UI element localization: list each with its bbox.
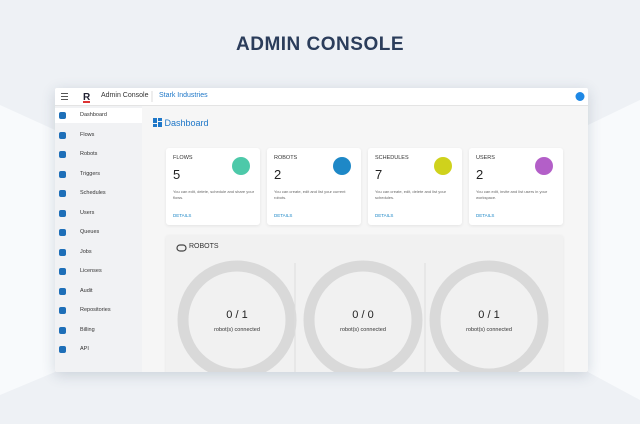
sidebar-item[interactable]: Triggers — [55, 167, 142, 182]
card-value: 2 — [476, 167, 484, 182]
sidebar: Dashboard Flows Robots Triggers Schedules Use… — [55, 106, 142, 372]
item-label: Queues — [80, 229, 100, 235]
item-icon — [59, 307, 66, 314]
card-icon — [535, 157, 553, 175]
app-window: R Admin Console Stark Industries Dashboa… — [55, 88, 588, 372]
card-title: SCHEDULES — [375, 155, 409, 161]
svg-text:R: R — [83, 92, 91, 103]
dashboard-title: Dashboard — [164, 118, 209, 128]
top-icons: R — [61, 91, 585, 103]
panel-title: ROBOTS — [189, 243, 219, 250]
card-icon — [434, 157, 452, 175]
stat-card: FLOWS 5 You can edit, delete, schedule and… — [166, 148, 260, 225]
sidebar-item[interactable]: Schedules — [55, 186, 142, 201]
item-label: Billing — [80, 326, 95, 333]
item-label: Triggers — [80, 170, 100, 177]
top-bar: R Admin Console Stark Industries — [55, 88, 588, 106]
workspace-name[interactable]: Stark Industries — [159, 92, 208, 99]
item-label: Repositories — [80, 307, 111, 313]
item-icon — [59, 268, 66, 275]
item-icon — [59, 170, 66, 178]
item-label: Dashboard — [80, 112, 107, 118]
item-icon — [59, 131, 66, 139]
sidebar-item[interactable]: Audit — [55, 284, 142, 299]
card-title: USERS — [476, 155, 495, 161]
sidebar-item[interactable]: Licenses — [55, 264, 142, 279]
item-icon — [59, 346, 66, 353]
sidebar-item[interactable]: Dashboard — [55, 108, 142, 123]
item-label: Flows — [80, 131, 95, 138]
page-title: ADMIN CONSOLE — [236, 34, 404, 55]
card-link[interactable]: DETAILS — [476, 213, 495, 218]
item-icon — [59, 112, 66, 119]
stat-card: ROBOTS 2 You can create, edit and list you… — [267, 148, 361, 225]
item-label: API — [80, 346, 89, 352]
card-value: 5 — [173, 167, 181, 182]
gauge-label: robot(s) connected — [214, 327, 260, 333]
item-label: Jobs — [80, 248, 92, 255]
card-description: You can edit, invite and list users in y… — [476, 189, 548, 200]
card-link[interactable]: DETAILS — [173, 213, 192, 218]
sidebar-item[interactable]: Jobs — [55, 245, 142, 260]
stat-card: USERS 2 You can edit, invite and list user… — [469, 148, 563, 225]
item-icon — [59, 209, 66, 217]
card-icon — [333, 157, 351, 175]
dashboard-icon — [153, 118, 162, 127]
app-title: Admin Console — [101, 92, 149, 99]
gauge-label: robot(s) connected — [340, 327, 386, 333]
sidebar-item[interactable]: Robots — [55, 147, 142, 162]
stat-card: SCHEDULES 7 You can create, edit, delete a… — [368, 148, 462, 225]
sidebar-item[interactable]: Flows — [55, 128, 142, 143]
dashboard-heading: Dashboard — [153, 118, 209, 128]
card-title: ROBOTS — [274, 155, 298, 161]
item-icon — [59, 326, 66, 334]
gauge-value: 0 / 1 — [478, 309, 500, 321]
item-label: Schedules — [80, 190, 106, 196]
item-icon — [59, 229, 66, 236]
sidebar-item[interactable]: Repositories — [55, 303, 142, 318]
item-label: Licenses — [80, 268, 102, 274]
gauge-value: 0 / 0 — [352, 309, 374, 321]
robots-panel: ROBOTS 0 / 1 robot(s) connected 0 / 0 robot… — [166, 235, 563, 372]
card-icon — [232, 157, 250, 175]
card-description: You can edit, delete, schedule and share… — [173, 189, 255, 200]
item-label: Robots — [80, 151, 98, 157]
card-description: You can create, edit and list your curre… — [274, 189, 346, 200]
item-icon — [59, 151, 66, 158]
robot-icon — [176, 244, 187, 252]
item-icon — [59, 287, 66, 295]
sidebar-item[interactable]: Billing — [55, 323, 142, 338]
sidebar-item[interactable]: Users — [55, 206, 142, 221]
sidebar-item[interactable]: API — [55, 342, 142, 357]
card-title: FLOWS — [173, 155, 193, 161]
card-value: 7 — [375, 167, 383, 182]
sidebar-item[interactable]: Queues — [55, 225, 142, 240]
card-link[interactable]: DETAILS — [274, 213, 293, 218]
item-label: Users — [80, 209, 95, 216]
item-icon — [59, 248, 66, 256]
gauge-value: 0 / 1 — [226, 309, 248, 321]
gauge-label: robot(s) connected — [466, 327, 512, 333]
item-label: Audit — [80, 287, 93, 294]
item-icon — [59, 190, 66, 197]
card-link[interactable]: DETAILS — [375, 213, 394, 218]
card-value: 2 — [274, 167, 282, 182]
gauge-rings — [177, 260, 549, 372]
card-description: You can create, edit, delete and list yo… — [375, 189, 447, 200]
